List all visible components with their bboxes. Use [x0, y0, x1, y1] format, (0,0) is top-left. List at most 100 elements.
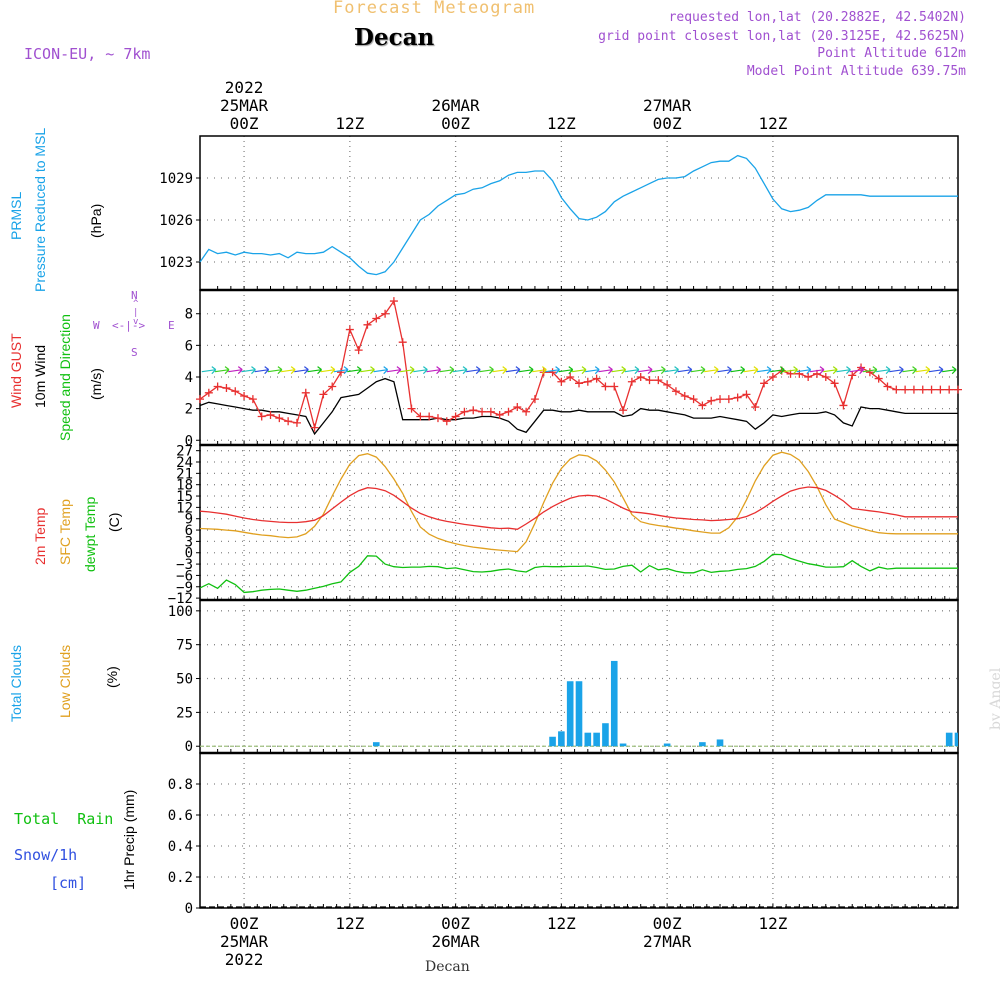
- time-axis-label: 12Z: [335, 914, 365, 933]
- gust-marker: [222, 384, 231, 393]
- gust-marker: [469, 406, 478, 415]
- wind-direction-arrow: [677, 366, 693, 375]
- gust-marker: [566, 372, 575, 381]
- compass-e: E: [168, 319, 175, 332]
- gust-marker: [389, 297, 398, 306]
- time-axis-label: 00Z: [652, 914, 682, 933]
- time-axis-label: 26MAR: [431, 932, 480, 951]
- sfc-temp-line: [199, 451, 958, 553]
- gust-marker: [716, 395, 725, 404]
- gust-marker: [610, 382, 619, 391]
- wind-direction-arrow: [942, 366, 957, 375]
- y-tick-label: 8: [185, 307, 193, 323]
- y-tick-label: 1029: [159, 171, 193, 187]
- time-axis-label: 12Z: [335, 114, 365, 133]
- gust-marker: [433, 414, 442, 423]
- wind-direction-arrow: [214, 366, 230, 375]
- gust-marker: [768, 372, 777, 381]
- wind-direction-arrow: [915, 366, 931, 375]
- wind-direction-arrow: [333, 366, 349, 375]
- gridpoint-coords: grid point closest lon,lat (20.3125E, 42…: [598, 29, 966, 44]
- wind-direction-arrow: [902, 366, 917, 375]
- wind-direction-arrow: [889, 366, 904, 375]
- point-altitude: Point Altitude 612m: [817, 46, 966, 61]
- total-cloud-bar: [663, 743, 671, 747]
- gust-marker: [486, 407, 495, 416]
- temp-2m-line: [199, 486, 958, 530]
- y-tick-label: 0: [185, 433, 193, 449]
- wind-direction-arrow: [690, 366, 706, 375]
- wind-direction-arrow: [928, 366, 944, 375]
- wind-direction-arrow: [373, 366, 389, 375]
- y-tick-label: −3: [176, 557, 193, 573]
- wind-direction-arrow: [307, 366, 323, 375]
- gust-marker: [654, 376, 663, 385]
- wind-direction-arrow: [836, 366, 851, 375]
- y-tick-label: 0.8: [168, 777, 193, 793]
- gust-marker: [248, 395, 257, 404]
- wind-direction-arrow: [254, 366, 270, 375]
- y-tick-label: −12: [168, 591, 193, 607]
- gust-marker: [240, 391, 249, 400]
- y-tick-label: 50: [176, 672, 193, 688]
- gust-marker: [680, 391, 689, 400]
- wind-direction-arrow: [439, 366, 455, 375]
- total-cloud-bar: [584, 732, 592, 747]
- time-axis-label: 00Z: [441, 114, 471, 133]
- gust-marker: [522, 407, 531, 416]
- gust-marker: [619, 406, 628, 415]
- y-tick-label: 24: [176, 455, 193, 471]
- gust-marker: [460, 407, 469, 416]
- total-cloud-bar: [954, 732, 958, 747]
- pressure-line: [199, 154, 958, 276]
- gust-marker: [707, 396, 716, 405]
- gust-marker: [530, 395, 539, 404]
- wind-direction-arrow: [598, 366, 613, 375]
- gust-marker: [627, 377, 636, 386]
- y-tick-label: 100: [168, 604, 193, 620]
- gust-marker: [865, 368, 874, 377]
- wind-direction-arrow: [809, 366, 825, 375]
- y-tick-label: 75: [176, 638, 193, 654]
- gust-marker: [363, 320, 372, 329]
- requested-coords: requested lon,lat (20.2882E, 42.5402N): [668, 10, 966, 25]
- gust-marker: [345, 325, 354, 334]
- gust-marker: [583, 377, 592, 386]
- wind-direction-arrow: [426, 366, 441, 375]
- time-axis-label: 25MAR: [219, 96, 269, 115]
- gust-marker: [478, 407, 487, 416]
- time-axis-label: 27MAR: [643, 96, 692, 115]
- wind-direction-arrow: [479, 366, 494, 375]
- gust-marker: [830, 379, 839, 388]
- compass-ns: ^ | v: [133, 299, 139, 327]
- time-axis-label: 27MAR: [643, 932, 692, 951]
- wind-direction-arrow: [743, 366, 759, 375]
- wind-direction-arrow: [585, 366, 600, 375]
- time-axis-label: 26MAR: [431, 96, 480, 115]
- wind-direction-arrow: [228, 366, 243, 375]
- wind-direction-arrow: [638, 366, 653, 375]
- y-tick-label: 0: [185, 546, 193, 562]
- y-tick-label: 0: [185, 739, 193, 755]
- gust-marker: [839, 401, 848, 410]
- y-tick-label: 0.2: [168, 870, 193, 886]
- gust-marker: [275, 414, 284, 423]
- gust-marker: [848, 371, 857, 380]
- gust-marker: [918, 385, 927, 394]
- gust-marker: [751, 403, 760, 412]
- gust-marker: [592, 374, 601, 383]
- wind-direction-arrow: [267, 366, 283, 375]
- gust-marker: [945, 385, 954, 394]
- wind-direction-arrow: [545, 366, 560, 375]
- location-title: Decan: [354, 24, 435, 51]
- gust-marker: [504, 407, 513, 416]
- time-axis-label: 12Z: [546, 114, 576, 133]
- time-axis-label: 00Z: [652, 114, 682, 133]
- y-tick-label: 0.4: [168, 839, 193, 855]
- y-tick-label: −9: [176, 580, 193, 596]
- wind-direction-arrow: [757, 366, 772, 375]
- precip-snow-label: Snow/1h: [14, 846, 78, 864]
- gust-marker: [874, 374, 883, 383]
